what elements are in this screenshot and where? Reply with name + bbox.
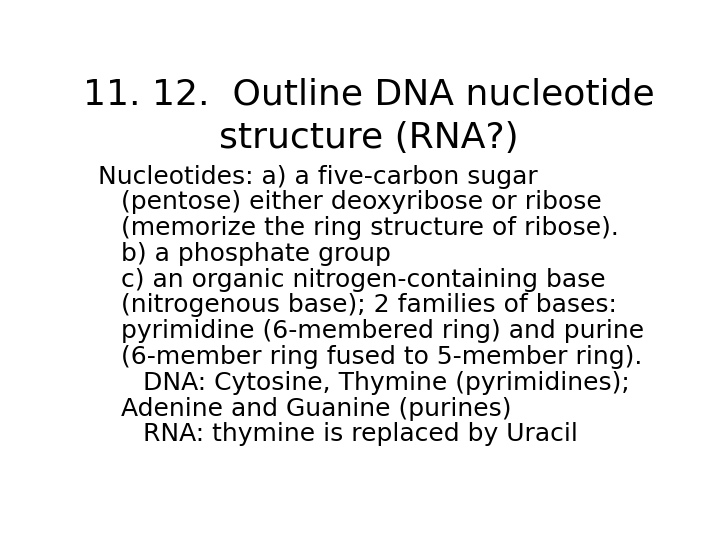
Text: Adenine and Guanine (purines): Adenine and Guanine (purines) [121,396,511,421]
Text: (6-member ring fused to 5-member ring).: (6-member ring fused to 5-member ring). [121,345,642,369]
Text: Nucleotides: a) a five-carbon sugar: Nucleotides: a) a five-carbon sugar [99,165,538,188]
Text: (pentose) either deoxyribose or ribose: (pentose) either deoxyribose or ribose [121,191,601,214]
Text: structure (RNA?): structure (RNA?) [219,121,519,155]
Text: b) a phosphate group: b) a phosphate group [121,242,390,266]
Text: 11. 12.  Outline DNA nucleotide: 11. 12. Outline DNA nucleotide [84,77,654,111]
Text: pyrimidine (6-membered ring) and purine: pyrimidine (6-membered ring) and purine [121,319,644,343]
Text: (memorize the ring structure of ribose).: (memorize the ring structure of ribose). [121,216,618,240]
Text: RNA: thymine is replaced by Uracil: RNA: thymine is replaced by Uracil [143,422,578,447]
Text: (nitrogenous base); 2 families of bases:: (nitrogenous base); 2 families of bases: [121,294,616,318]
Text: c) an organic nitrogen-containing base: c) an organic nitrogen-containing base [121,268,606,292]
Text: DNA: Cytosine, Thymine (pyrimidines);: DNA: Cytosine, Thymine (pyrimidines); [143,371,630,395]
